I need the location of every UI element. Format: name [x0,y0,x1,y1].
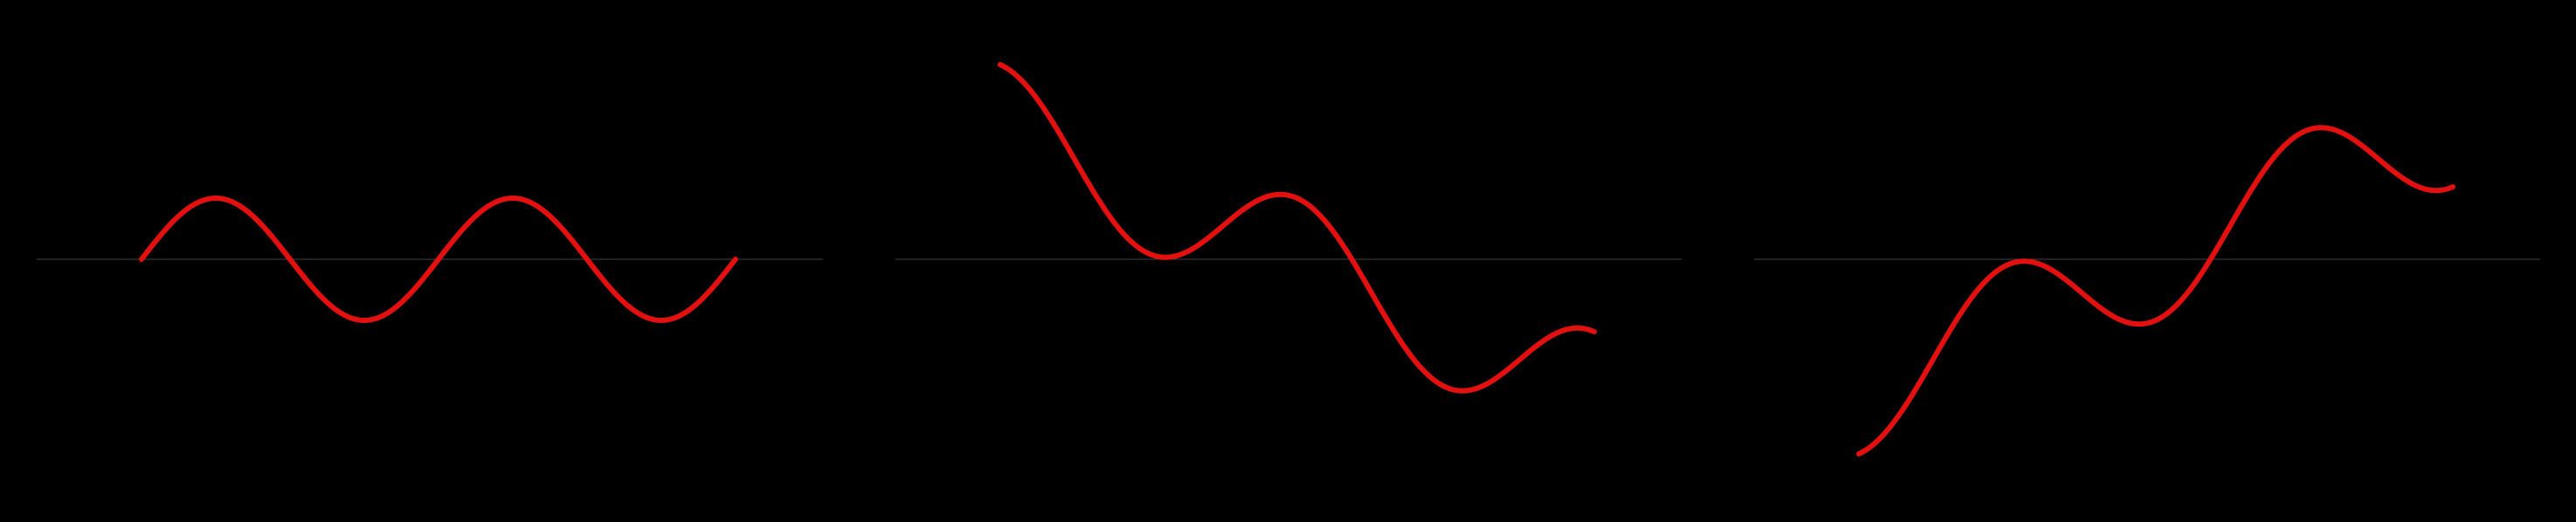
chart-row [0,0,2576,522]
chart-svg-2 [1754,41,2540,477]
curve [1000,65,1594,391]
panel-0 [37,41,823,482]
chart-svg-1 [895,41,1682,477]
curve [1859,127,2453,454]
chart-svg-0 [37,41,823,477]
panel-1 [895,41,1682,482]
panel-2 [1754,41,2540,482]
